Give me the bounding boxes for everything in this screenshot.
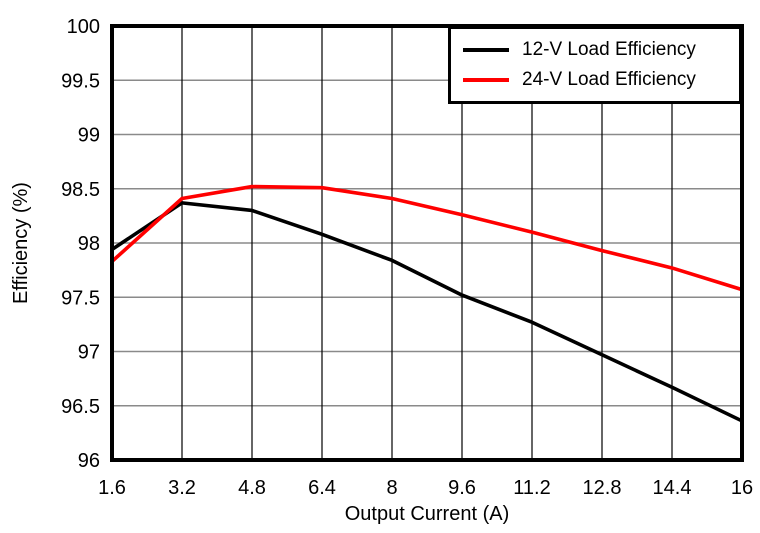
legend-line-swatch-12v (463, 48, 509, 52)
y-tick-label: 97 (78, 342, 100, 364)
legend-line-swatch-24v (463, 78, 509, 82)
x-tick-label: 6.4 (308, 477, 336, 499)
series-line-12v (111, 201, 743, 423)
x-tick-label: 4.8 (238, 477, 266, 499)
y-tick-label: 98.5 (61, 179, 100, 201)
y-tick-label: 100 (67, 16, 100, 38)
y-tick-label: 96 (78, 450, 100, 472)
x-tick-label: 16 (731, 477, 753, 499)
series-line-24v (110, 184, 743, 292)
legend-label-24v: 24-V Load Efficiency (522, 69, 696, 90)
y-tick-label: 99 (78, 125, 100, 147)
x-tick-label: 9.6 (448, 477, 476, 499)
y-tick-label: 99.5 (61, 70, 100, 92)
y-tick-labels: 96 96.5 97 97.5 98 98.5 99 99.5 100 (61, 16, 100, 472)
y-tick-label: 97.5 (61, 287, 100, 309)
plot-frame (110, 24, 744, 462)
legend: 12-V Load Efficiency 24-V Load Efficienc… (448, 26, 742, 104)
legend-label-12v: 12-V Load Efficiency (522, 39, 696, 60)
legend-item-24v: 24-V Load Efficiency (463, 68, 731, 93)
x-tick-labels: 1.6 3.2 4.8 6.4 8 9.6 11.2 12.8 14.4 16 (98, 477, 753, 499)
x-tick-label: 1.6 (98, 477, 126, 499)
y-tick-label: 98 (78, 233, 100, 255)
y-axis-title: Efficiency (%) (10, 182, 32, 304)
x-tick-label: 8 (386, 477, 397, 499)
legend-item-12v: 12-V Load Efficiency (463, 38, 731, 63)
x-tick-label: 11.2 (513, 477, 550, 499)
series-lines (110, 184, 743, 423)
horizontal-gridlines (112, 79, 742, 407)
x-tick-label: 3.2 (168, 477, 196, 499)
y-tick-label: 96.5 (61, 396, 100, 418)
x-tick-label: 12.8 (583, 477, 622, 499)
x-axis-title: Output Current (A) (345, 503, 510, 525)
x-tick-label: 14.4 (653, 477, 692, 499)
